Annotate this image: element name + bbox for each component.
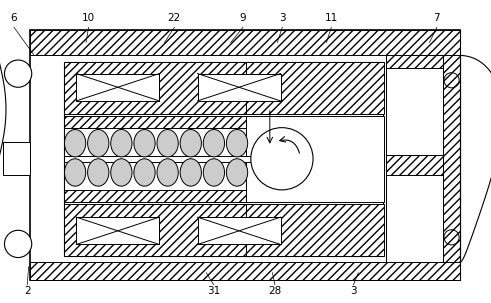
- Ellipse shape: [157, 159, 178, 186]
- Ellipse shape: [87, 129, 109, 157]
- Text: 3: 3: [350, 286, 357, 297]
- Ellipse shape: [226, 159, 247, 186]
- Bar: [76, 217, 159, 245]
- Bar: [197, 217, 280, 245]
- Circle shape: [251, 128, 313, 190]
- Text: 11: 11: [325, 13, 338, 23]
- Ellipse shape: [203, 129, 224, 157]
- Bar: [76, 74, 159, 101]
- Text: 31: 31: [207, 286, 220, 297]
- Text: 6: 6: [11, 13, 17, 23]
- Bar: [3, 142, 30, 175]
- Ellipse shape: [64, 159, 86, 186]
- Bar: [385, 55, 460, 262]
- Bar: [76, 74, 159, 101]
- Ellipse shape: [111, 129, 132, 157]
- Bar: [385, 155, 443, 175]
- Bar: [197, 74, 280, 101]
- Ellipse shape: [111, 159, 132, 186]
- Ellipse shape: [226, 129, 247, 157]
- Text: 22: 22: [168, 13, 181, 23]
- Ellipse shape: [134, 159, 155, 186]
- Bar: [246, 204, 384, 256]
- Bar: [246, 115, 384, 202]
- Bar: [197, 74, 280, 101]
- Bar: [63, 156, 251, 162]
- Bar: [63, 62, 382, 256]
- Bar: [30, 262, 460, 280]
- Bar: [63, 115, 248, 128]
- Ellipse shape: [87, 159, 109, 186]
- Text: 28: 28: [268, 286, 281, 297]
- Bar: [385, 175, 443, 262]
- Ellipse shape: [180, 129, 201, 157]
- Ellipse shape: [64, 129, 86, 157]
- Text: 10: 10: [82, 13, 95, 23]
- Bar: [30, 30, 460, 55]
- Text: 2: 2: [24, 286, 30, 297]
- Ellipse shape: [180, 159, 201, 186]
- Bar: [63, 62, 382, 114]
- Text: 7: 7: [434, 13, 440, 23]
- Ellipse shape: [203, 159, 224, 186]
- Bar: [385, 68, 443, 155]
- Text: 3: 3: [279, 13, 286, 23]
- Bar: [63, 204, 382, 256]
- Bar: [246, 62, 384, 114]
- Bar: [197, 217, 280, 245]
- Bar: [30, 30, 460, 280]
- Ellipse shape: [157, 129, 178, 157]
- Text: 9: 9: [240, 13, 246, 23]
- Bar: [63, 190, 248, 202]
- Circle shape: [4, 230, 32, 258]
- Circle shape: [4, 60, 32, 87]
- Bar: [76, 217, 159, 245]
- Ellipse shape: [134, 129, 155, 157]
